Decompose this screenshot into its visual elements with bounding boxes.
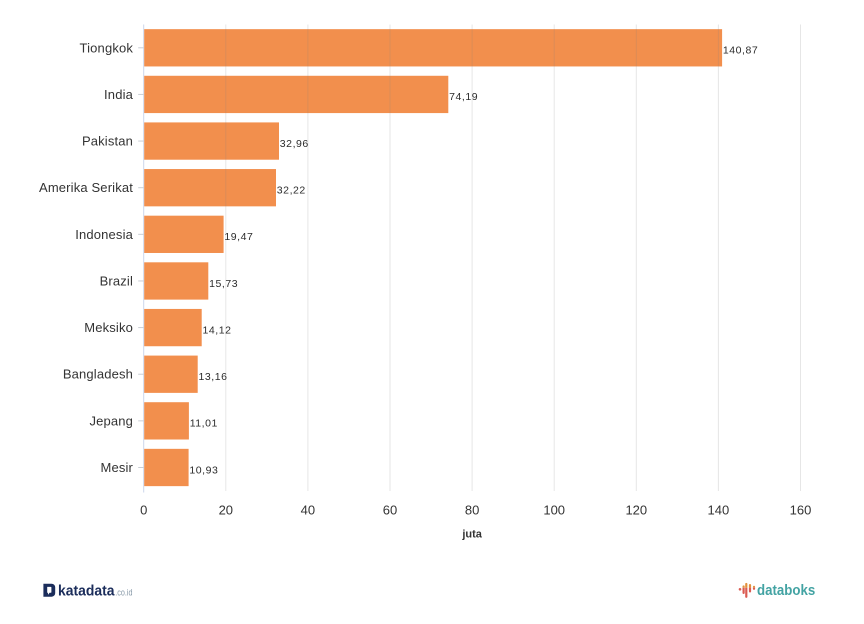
svg-text:74,19: 74,19: [449, 91, 478, 103]
svg-text:40: 40: [301, 503, 315, 518]
svg-text:Brazil: Brazil: [100, 273, 133, 288]
svg-text:19,47: 19,47: [224, 231, 253, 243]
svg-text:Meksiko: Meksiko: [84, 320, 133, 335]
svg-text:Mesir: Mesir: [100, 460, 133, 475]
svg-text:0: 0: [140, 503, 147, 518]
svg-text:100: 100: [543, 503, 565, 518]
svg-text:20: 20: [219, 503, 233, 518]
svg-text:140: 140: [708, 503, 730, 518]
svg-text:Indonesia: Indonesia: [75, 227, 133, 242]
svg-text:13,16: 13,16: [199, 371, 228, 383]
svg-text:160: 160: [790, 503, 812, 518]
svg-text:11,01: 11,01: [190, 418, 218, 430]
svg-text:14,12: 14,12: [203, 324, 232, 336]
svg-text:32,96: 32,96: [280, 138, 309, 150]
svg-text:Tiongkok: Tiongkok: [80, 40, 134, 55]
svg-text:Pakistan: Pakistan: [82, 134, 133, 149]
svg-text:60: 60: [383, 503, 397, 518]
svg-text:80: 80: [465, 503, 479, 518]
svg-text:India: India: [104, 87, 134, 102]
svg-text:.co.id: .co.id: [115, 588, 132, 598]
svg-text:Jepang: Jepang: [89, 413, 133, 428]
svg-text:15,73: 15,73: [209, 278, 238, 290]
svg-text:juta: juta: [461, 529, 482, 541]
svg-text:32,22: 32,22: [277, 185, 306, 197]
svg-text:katadata: katadata: [58, 583, 115, 600]
svg-text:Amerika Serikat: Amerika Serikat: [39, 180, 133, 195]
svg-text:Bangladesh: Bangladesh: [63, 367, 133, 382]
svg-text:120: 120: [625, 503, 647, 518]
svg-text:databoks: databoks: [757, 582, 815, 599]
svg-text:140,87: 140,87: [723, 45, 758, 57]
svg-text:10,93: 10,93: [189, 464, 218, 476]
